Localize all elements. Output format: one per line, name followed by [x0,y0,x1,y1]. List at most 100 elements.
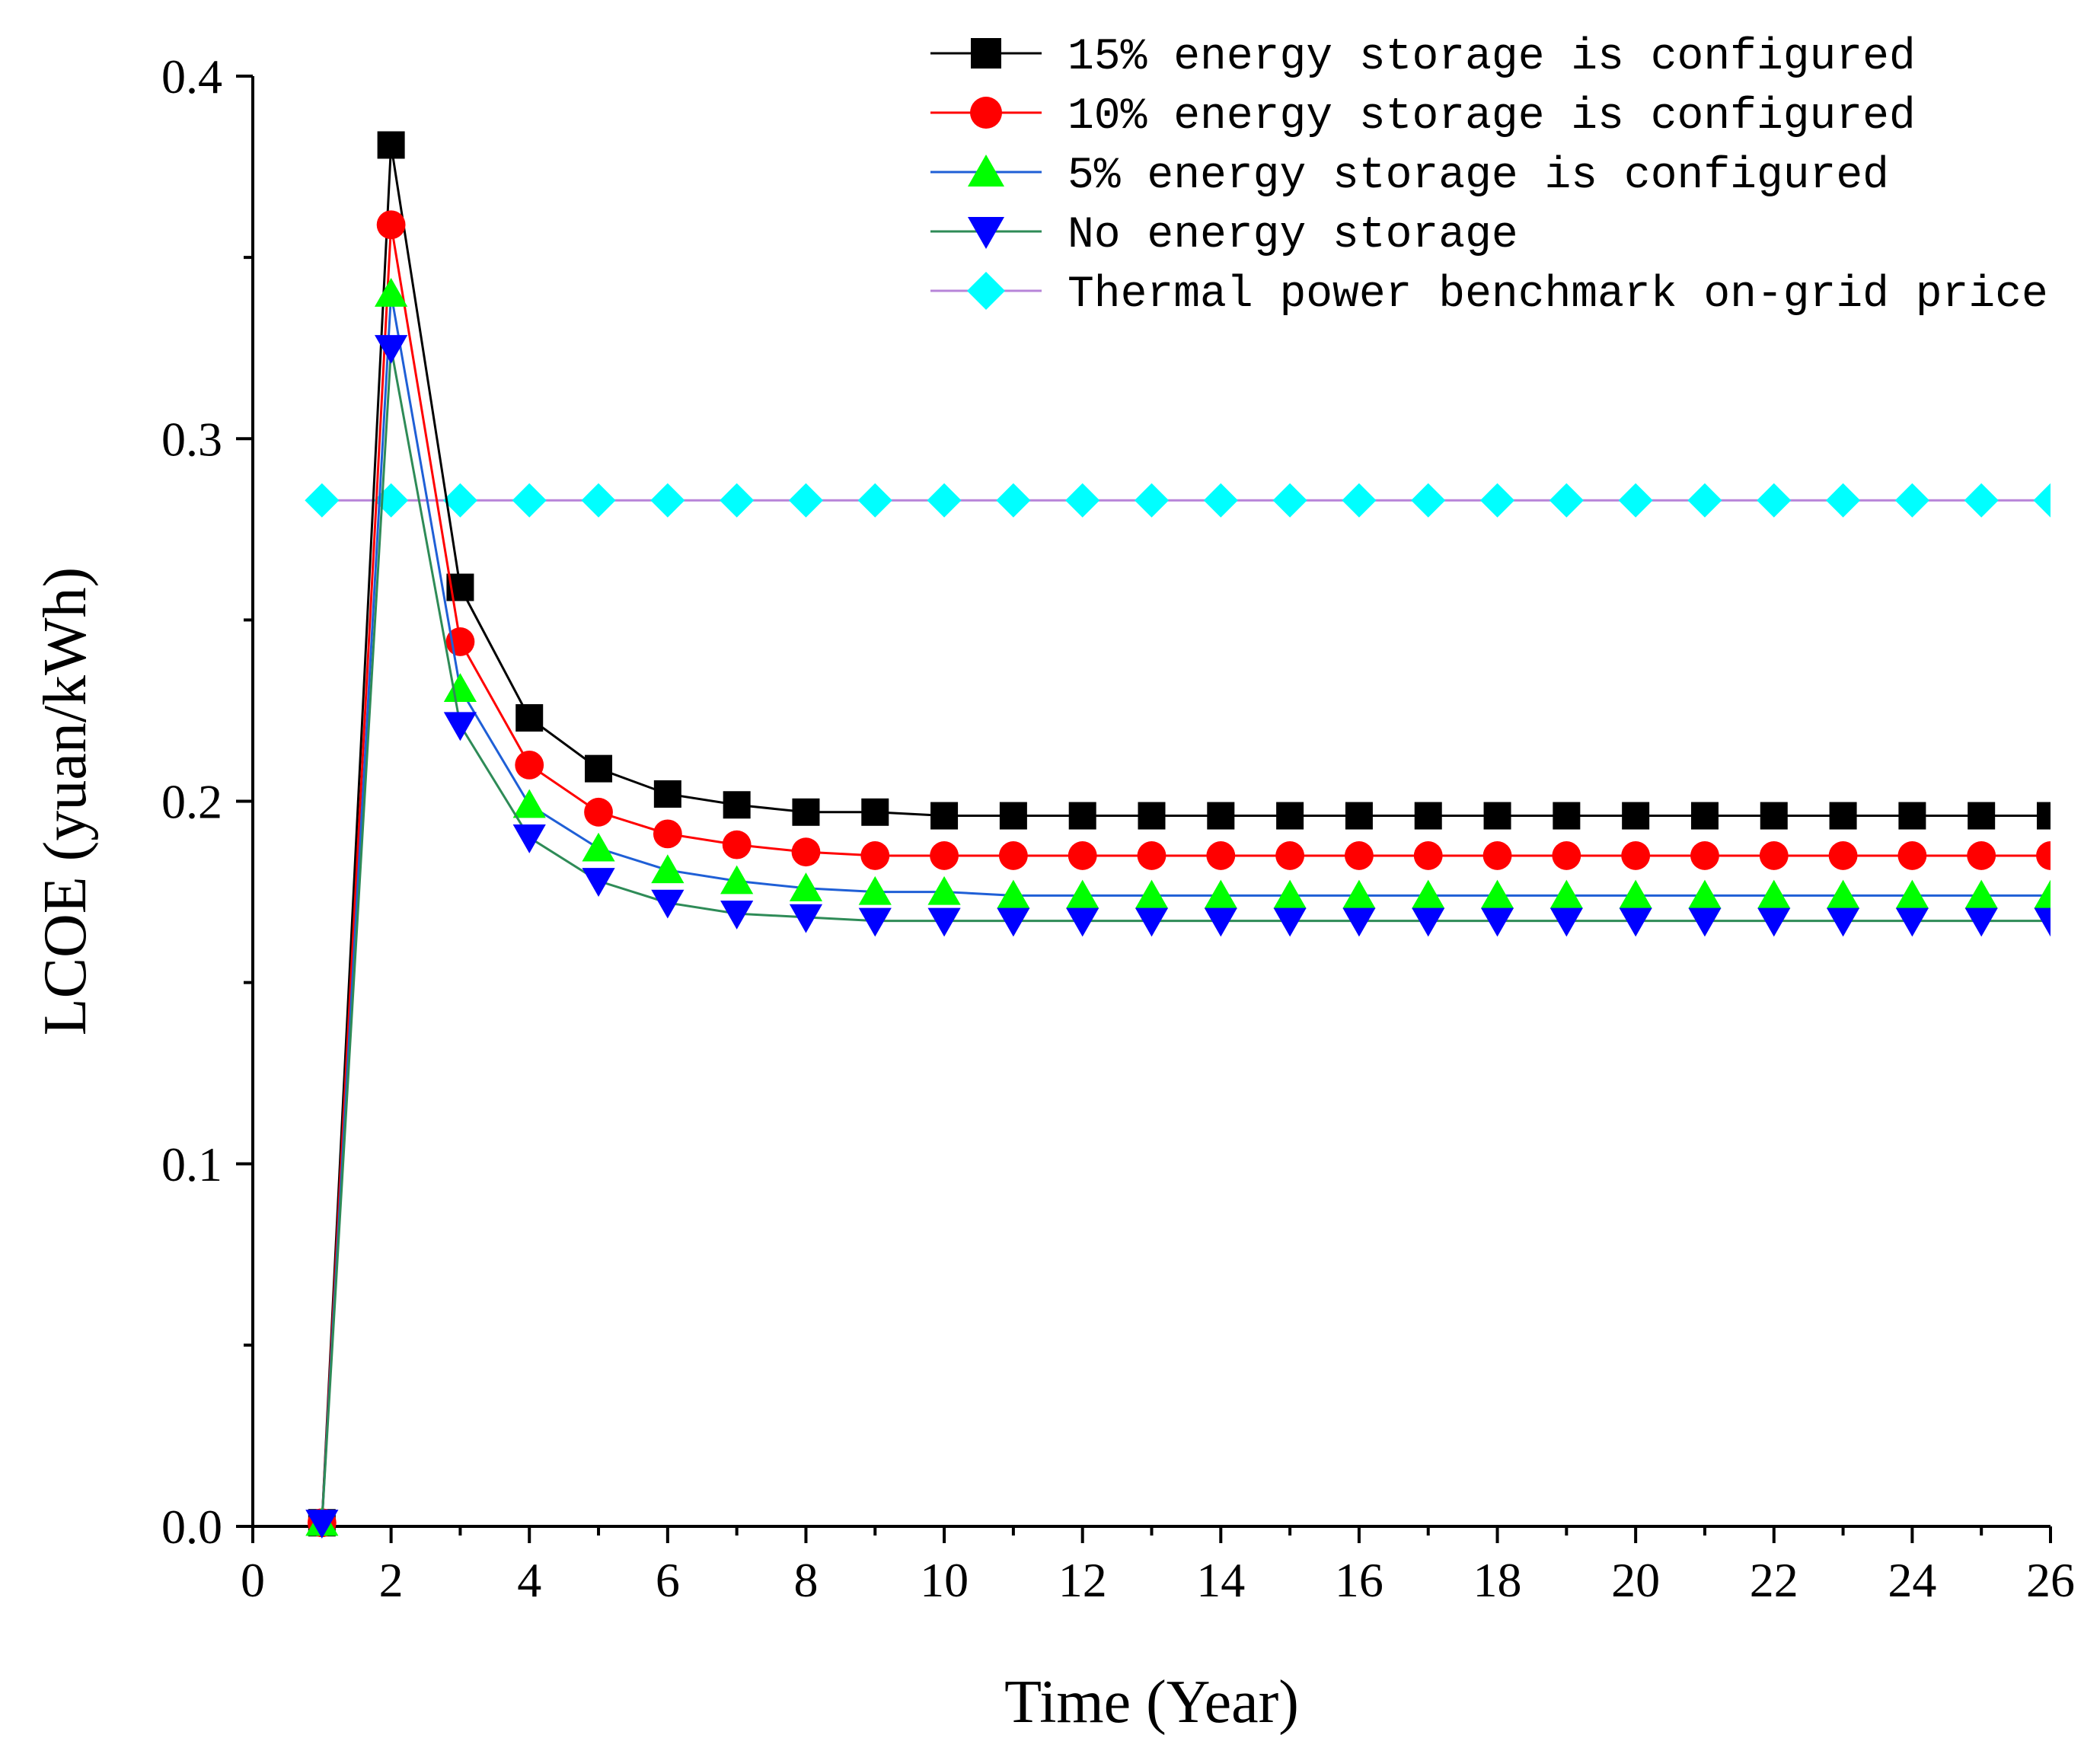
data-point [1066,907,1099,937]
data-point [788,483,823,518]
legend-label: Thermal power benchmark on-grid price [1068,270,2048,320]
data-point [651,889,685,919]
data-point [1964,483,1999,518]
data-point [723,791,751,819]
x-tick-label: 8 [793,1553,818,1607]
data-point [1273,907,1307,937]
data-point [1826,879,1860,909]
data-point [858,907,892,937]
data-point [927,907,961,937]
data-point [1757,879,1791,909]
data-point [1826,907,1860,937]
data-point [1275,841,1305,870]
data-point [2036,841,2051,870]
series-square [308,131,2051,1537]
data-point [997,879,1030,909]
data-point [1412,907,1445,937]
data-point [584,797,613,827]
data-point [1549,483,1584,518]
data-point [930,841,959,870]
series-triangle-up [305,278,2051,1536]
data-point [1206,841,1236,870]
data-point [1068,841,1097,870]
data-point [860,841,890,870]
data-point [999,802,1027,830]
data-point [1622,802,1650,830]
data-point [1828,841,1858,870]
data-point [1411,483,1446,518]
data-point [1687,483,1722,518]
data-point [1898,802,1926,830]
data-point [443,673,477,702]
data-point [305,1510,339,1539]
data-point [1137,841,1166,870]
data-point [996,483,1031,518]
data-point [1690,802,1719,830]
x-tick-label: 0 [241,1553,265,1607]
data-point [1553,802,1581,830]
y-tick-label: 0.0 [161,1500,222,1554]
data-point [998,841,1028,870]
data-point [305,483,340,518]
data-point [1413,841,1443,870]
legend-marker [970,97,1002,129]
data-point [2034,879,2051,909]
data-point [515,750,544,780]
data-point [1894,483,1929,518]
data-point [1414,802,1442,830]
data-point [1829,802,1857,830]
data-point [1826,483,1861,518]
x-tick-label: 2 [379,1553,404,1607]
series-triangle-down [305,335,2051,1539]
data-point [582,832,615,862]
data-point [512,789,546,818]
x-tick-label: 16 [1335,1553,1384,1607]
legend-marker [968,155,1004,187]
y-tick-label: 0.4 [161,49,222,104]
data-point [2037,802,2051,830]
data-point [1204,879,1237,909]
data-point [792,798,820,826]
y-tick-label: 0.1 [161,1137,222,1191]
data-point [1964,879,1998,909]
data-point [720,865,754,895]
data-point [1757,483,1792,518]
data-point [1964,907,1998,937]
data-point [1483,802,1511,830]
data-point [720,901,754,930]
data-point [512,483,547,518]
data-point [789,872,823,901]
data-point [1897,841,1927,870]
data-point [1276,802,1304,830]
legend-item: 5% energy storage is configured [930,151,1889,201]
data-point [1138,802,1166,830]
data-point [1895,879,1929,909]
data-point [1066,879,1099,909]
data-point [1135,907,1169,937]
x-tick-label: 6 [656,1553,680,1607]
data-point [585,754,613,783]
axes-layer: 0 2 4 6 8 10 12 14 16 18 20 22 24 260.00.10.20.30.4 [161,49,2075,1607]
series-line [321,145,2051,1523]
x-tick-label: 24 [1888,1553,1936,1607]
data-point [653,819,682,849]
x-tick-label: 4 [517,1553,541,1607]
data-point [1273,879,1307,909]
data-point [1480,907,1514,937]
data-point [1690,841,1719,870]
data-point [377,131,405,159]
data-point [1688,907,1722,937]
data-point [789,904,823,933]
data-point [1757,907,1791,937]
legend-label: 5% energy storage is configured [1068,151,1889,201]
data-point [1203,483,1238,518]
data-point [1065,483,1100,518]
legend-label: No energy storage [1068,211,1518,260]
data-point [1135,879,1169,909]
x-tick-label: 26 [2026,1553,2075,1607]
legend-marker [971,38,1001,69]
series-diamond [305,483,2051,518]
data-point [1895,907,1929,937]
data-point [653,780,681,808]
data-point [791,837,821,867]
